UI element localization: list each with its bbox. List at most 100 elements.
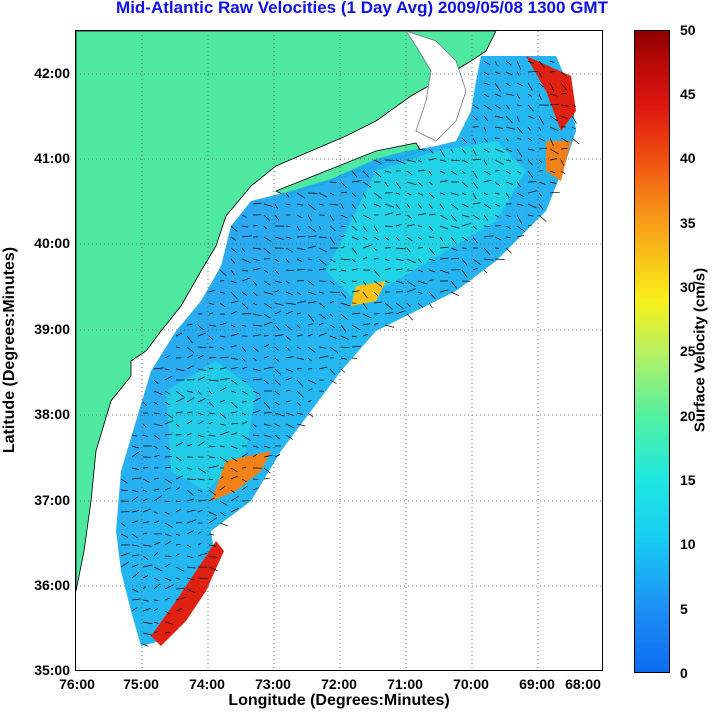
velocity-arrow [329, 291, 340, 294]
velocity-arrow [263, 236, 272, 242]
velocity-arrow [428, 302, 433, 309]
velocity-arrow [472, 202, 481, 205]
velocity-arrow [285, 412, 294, 416]
velocity-arrow [527, 82, 533, 91]
velocity-arrow [208, 421, 213, 425]
velocity-arrow [340, 191, 348, 194]
velocity-arrow [175, 441, 184, 447]
ytick: 36:00 [34, 577, 70, 593]
velocity-arrow [483, 225, 490, 228]
velocity-arrow [186, 577, 195, 581]
velocity-arrow [527, 148, 535, 151]
velocity-arrow [197, 355, 204, 359]
velocity-arrow [329, 225, 336, 232]
velocity-arrow [538, 147, 548, 150]
velocity-arrow [406, 159, 416, 163]
velocity-arrow [175, 553, 180, 557]
velocity-arrow [153, 379, 159, 384]
velocity-arrow [318, 192, 328, 198]
velocity-arrow [252, 302, 257, 306]
velocity-arrow [406, 214, 413, 220]
velocity-arrow [395, 302, 404, 309]
hotspot-mid [351, 281, 386, 306]
colorbar-tick: 45 [680, 86, 696, 102]
velocity-arrow [318, 236, 327, 238]
velocity-arrow [549, 60, 555, 63]
velocity-arrow [494, 82, 501, 92]
velocity-arrow [285, 203, 291, 206]
velocity-arrow [274, 302, 284, 306]
velocity-arrow [373, 280, 383, 287]
velocity-arrow [318, 313, 327, 320]
velocity-arrow [483, 214, 489, 221]
velocity-arrow [230, 489, 235, 493]
ytick: 38:00 [34, 406, 70, 422]
velocity-arrow [164, 420, 174, 425]
velocity-arrow [472, 170, 478, 179]
velocity-arrow [263, 401, 271, 409]
velocity-arrow [175, 587, 185, 590]
velocity-arrow [296, 300, 307, 304]
velocity-arrow [307, 235, 317, 238]
velocity-arrow [175, 390, 184, 397]
velocity-arrow [274, 214, 280, 221]
velocity-arrow [329, 268, 337, 271]
velocity-arrow [505, 137, 509, 142]
velocity-arrow [219, 335, 226, 338]
velocity-arrow [505, 225, 511, 230]
velocity-arrow [527, 214, 534, 217]
velocity-arrow [263, 344, 270, 348]
velocity-arrow [164, 555, 172, 557]
map-plot-area[interactable] [75, 30, 603, 671]
velocity-arrow [329, 236, 336, 245]
colorbar-tick: 35 [680, 215, 696, 231]
velocity-arrow [296, 214, 303, 219]
velocity-arrow [274, 203, 279, 210]
velocity-arrow [461, 269, 468, 278]
velocity-arrow [318, 332, 328, 337]
velocity-arrow [285, 258, 290, 264]
velocity-arrow [208, 302, 215, 306]
velocity-arrow [505, 170, 511, 175]
velocity-arrow [142, 489, 147, 492]
velocity-arrow [131, 477, 142, 480]
velocity-arrow [472, 236, 478, 244]
velocity-arrow [274, 368, 282, 376]
velocity-arrow [406, 247, 411, 253]
velocity-arrow [219, 423, 226, 426]
velocity-arrow [516, 181, 521, 188]
velocity-arrow [263, 445, 271, 449]
velocity-arrow [483, 235, 494, 238]
velocity-arrow [560, 170, 566, 175]
xtick: 73:00 [255, 676, 291, 692]
velocity-arrow [362, 236, 368, 240]
velocity-arrow [571, 126, 576, 130]
velocity-arrow [208, 289, 215, 293]
velocity-arrow [175, 500, 181, 502]
velocity-arrow [538, 137, 545, 142]
velocity-arrow [197, 531, 202, 535]
velocity-arrow [186, 324, 193, 326]
velocity-arrow [186, 444, 193, 447]
velocity-arrow [186, 433, 192, 436]
velocity-arrow [263, 247, 271, 255]
velocity-arrow [164, 355, 171, 359]
velocity-arrow [153, 599, 159, 601]
velocity-arrow [395, 310, 406, 315]
velocity-arrow [285, 368, 294, 373]
velocity-arrow [164, 511, 170, 515]
velocity-arrow [384, 258, 390, 262]
velocity-arrow [153, 495, 163, 502]
velocity-arrow [142, 575, 149, 579]
velocity-arrow [197, 412, 204, 416]
velocity-arrow [120, 533, 129, 538]
velocity-arrow [483, 247, 491, 255]
velocity-arrow [549, 82, 555, 92]
velocity-arrow [417, 269, 423, 273]
velocity-arrow [252, 268, 261, 271]
velocity-arrow [406, 224, 415, 227]
velocity-arrow [175, 411, 183, 414]
velocity-arrow [175, 596, 186, 601]
velocity-arrow [296, 235, 306, 238]
xtick: 70:00 [453, 676, 489, 692]
